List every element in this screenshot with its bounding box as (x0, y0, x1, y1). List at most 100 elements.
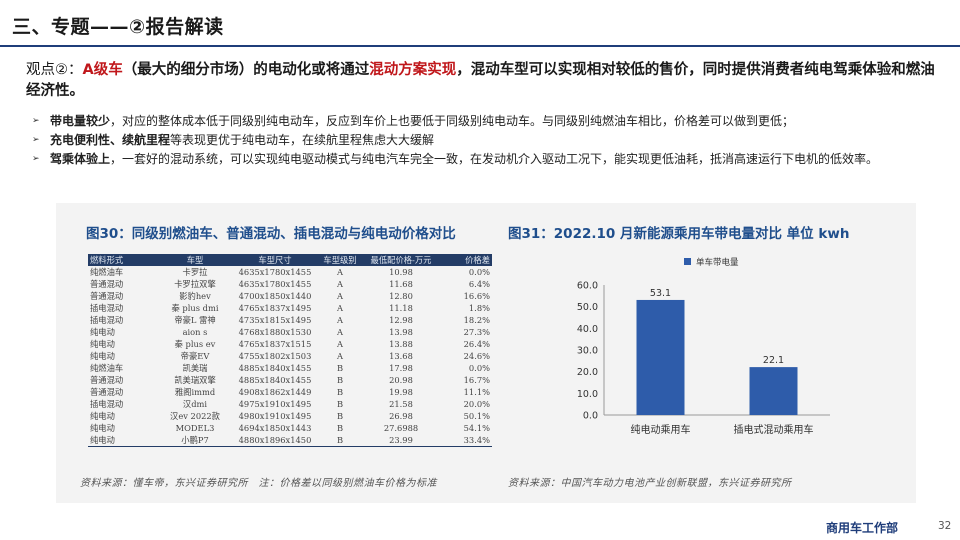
table-cell: 秦 plus dmi (171, 303, 219, 313)
table-cell: 20.0% (463, 399, 490, 409)
table-header-row: 燃料形式 车型 车型尺寸 车型级别 最低配价格-万元 价格差 (88, 254, 492, 266)
y-tick-label: 50.0 (577, 302, 598, 313)
table-cell: 4908x1862x1449 (238, 387, 312, 397)
table-cell: A (337, 291, 343, 301)
x-category-label: 纯电动乘用车 (631, 423, 691, 436)
table-cell: 13.88 (389, 339, 413, 349)
table-cell: 纯电动 (88, 434, 160, 447)
legend-label: 单车带电量 (696, 257, 739, 268)
table-cell: 帝豪L 雷神 (174, 315, 216, 325)
bullet-keyword: 驾乘体验上 (50, 152, 111, 166)
table-row: 普通混动 卡罗拉双擎 4635x1780x1455 A 11.68 6.4% (88, 278, 492, 290)
table-cell: 6.4% (468, 279, 490, 289)
arrow-bullet-icon: ➢ (32, 154, 40, 164)
table-cell: 插电混动 (90, 315, 124, 325)
data-label: 22.1 (763, 355, 784, 366)
table-row: 纯电动 帝豪EV 4755x1802x1503 A 13.68 24.6% (88, 350, 492, 362)
table-cell: 16.6% (463, 291, 490, 301)
table-cell: 11.68 (389, 279, 413, 289)
table-cell: 凯美瑞 (182, 363, 208, 373)
y-tick-label: 30.0 (577, 346, 598, 357)
slide-title: 三、专题——②报告解读 (12, 16, 224, 38)
table-cell: B (336, 363, 344, 373)
table-row: 普通混动 雅阁immd 4908x1862x1449 B 19.98 11.1% (88, 386, 492, 398)
table-cell: 10.98 (389, 267, 413, 277)
table-cell: 4700x1850x1440 (238, 291, 312, 301)
table-row: 纯电动 小鹏P7 4880x1896x1450 B 23.99 33.4% (88, 434, 492, 447)
table-cell: 26.4% (463, 339, 490, 349)
table-cell: 4694x1850x1443 (238, 423, 312, 433)
table-cell: 汉dmi (182, 399, 208, 409)
table-cell: 20.98 (389, 375, 413, 385)
table-cell: 4765x1837x1515 (238, 339, 312, 349)
table-cell: 4885x1840x1455 (238, 375, 312, 385)
table-cell: 27.3% (463, 327, 490, 337)
table-row: 插电混动 秦 plus dmi 4765x1837x1495 A 11.18 1.8% (88, 302, 492, 314)
arrow-bullet-icon: ➢ (32, 116, 40, 126)
table-cell: A (337, 267, 343, 277)
table-cell: 纯电动 (90, 423, 115, 433)
table-cell: 12.98 (389, 315, 413, 325)
y-tick-label: 20.0 (577, 367, 598, 378)
table-cell: 帝豪EV (180, 351, 210, 361)
table-row: 纯电动 汉ev 2022款 4980x1910x1495 B 26.98 50.1% (88, 410, 492, 422)
table-cell: 卡罗拉双擎 (174, 279, 216, 289)
table-cell: 50.1% (463, 411, 490, 421)
table-cell: 4768x1880x1530 (238, 327, 312, 337)
table-cell: B (320, 434, 360, 447)
table-cell: 秦 plus ev (174, 339, 216, 349)
viewpoint-text-2: ，混动车型可以实现相对较低的售价，同时提供消费者纯电驾乘体验和燃油经济性。 (26, 62, 935, 99)
table-cell: 4755x1802x1503 (238, 351, 312, 361)
table-cell: 普通混动 (90, 387, 124, 397)
table-cell: 纯电动 (90, 351, 115, 361)
figure31-source: 资料来源：中国汽车动力电池产业创新联盟，东兴证券研究所 (508, 478, 792, 489)
bullet-item: ➢ 驾乘体验上，一套好的混动系统，可以实现纯电驱动模式与纯电汽车完全一致，在发动机… (32, 150, 932, 169)
col-header-fuel: 燃料形式 (88, 254, 160, 266)
x-category-label: 插电式混动乘用车 (734, 423, 814, 436)
table-cell: 1.8% (468, 303, 490, 313)
arrow-bullet-icon: ➢ (32, 135, 40, 145)
table-cell: 17.98 (389, 363, 413, 373)
table-cell: B (336, 399, 344, 409)
bullet-text: 等表现更优于纯电动车，在续航里程焦虑大大缓解 (170, 133, 435, 147)
figure31-title: 图31：2022.10 月新能源乘用车带电量对比 单位 kwh (508, 226, 850, 242)
table-cell: 11.18 (389, 303, 413, 313)
table-cell: 小鹏P7 (160, 434, 230, 447)
page-number: 32 (938, 520, 952, 532)
viewpoint-highlight-a-class: A级车 (82, 62, 123, 78)
bar (749, 367, 798, 415)
table-cell: 19.98 (389, 387, 413, 397)
table-cell: 4635x1780x1455 (238, 267, 312, 277)
col-header-class: 车型级别 (320, 254, 360, 266)
table-cell: 纯燃油车 (90, 363, 124, 373)
data-label: 53.1 (650, 288, 671, 299)
table-cell: 4765x1837x1495 (238, 303, 312, 313)
table-cell: 24.6% (463, 351, 490, 361)
table-cell: 26.98 (389, 411, 413, 421)
bullet-keyword: 带电量较少 (50, 114, 111, 128)
table-cell: 普通混动 (90, 291, 124, 301)
table-cell: 4735x1815x1495 (238, 315, 312, 325)
table-cell: 卡罗拉 (182, 267, 208, 277)
bullet-text: ，一套好的混动系统，可以实现纯电驱动模式与纯电汽车完全一致，在发动机介入驱动工况… (110, 152, 879, 166)
bullet-item: ➢ 充电便利性、续航里程等表现更优于纯电动车，在续航里程焦虑大大缓解 (32, 131, 932, 150)
battery-capacity-bar-chart: 单车带电量 0.0 10.0 20.0 30.0 40.0 50.0 60.0 53.1 纯电动乘… (577, 257, 830, 436)
table-row: 普通混动 凯美瑞双擎 4885x1840x1455 B 20.98 16.7% (88, 374, 492, 386)
table-cell: 凯美瑞双擎 (174, 375, 216, 385)
bar (636, 299, 685, 415)
table-cell: aion s (182, 327, 208, 337)
title-rule (0, 45, 960, 47)
table-cell: B (336, 423, 344, 433)
table-cell: 27.6988 (383, 423, 419, 433)
y-tick-label: 10.0 (577, 389, 598, 400)
table-cell: 0.0% (468, 363, 490, 373)
col-header-diff: 价格差 (442, 254, 492, 266)
y-tick-label: 60.0 (577, 281, 598, 292)
footer-department: 商用车工作部 (826, 521, 899, 535)
table-cell: 4880x1896x1450 (230, 434, 320, 447)
table-cell: 纯燃油车 (90, 267, 124, 277)
table-cell: 4635x1780x1455 (238, 279, 312, 289)
bullet-list: ➢ 带电量较少，对应的整体成本低于同级别纯电动车，反应到车价上也要低于同级别纯电动… (32, 112, 932, 169)
table-cell: 插电混动 (90, 303, 124, 313)
table-cell: 4980x1910x1495 (238, 411, 312, 421)
